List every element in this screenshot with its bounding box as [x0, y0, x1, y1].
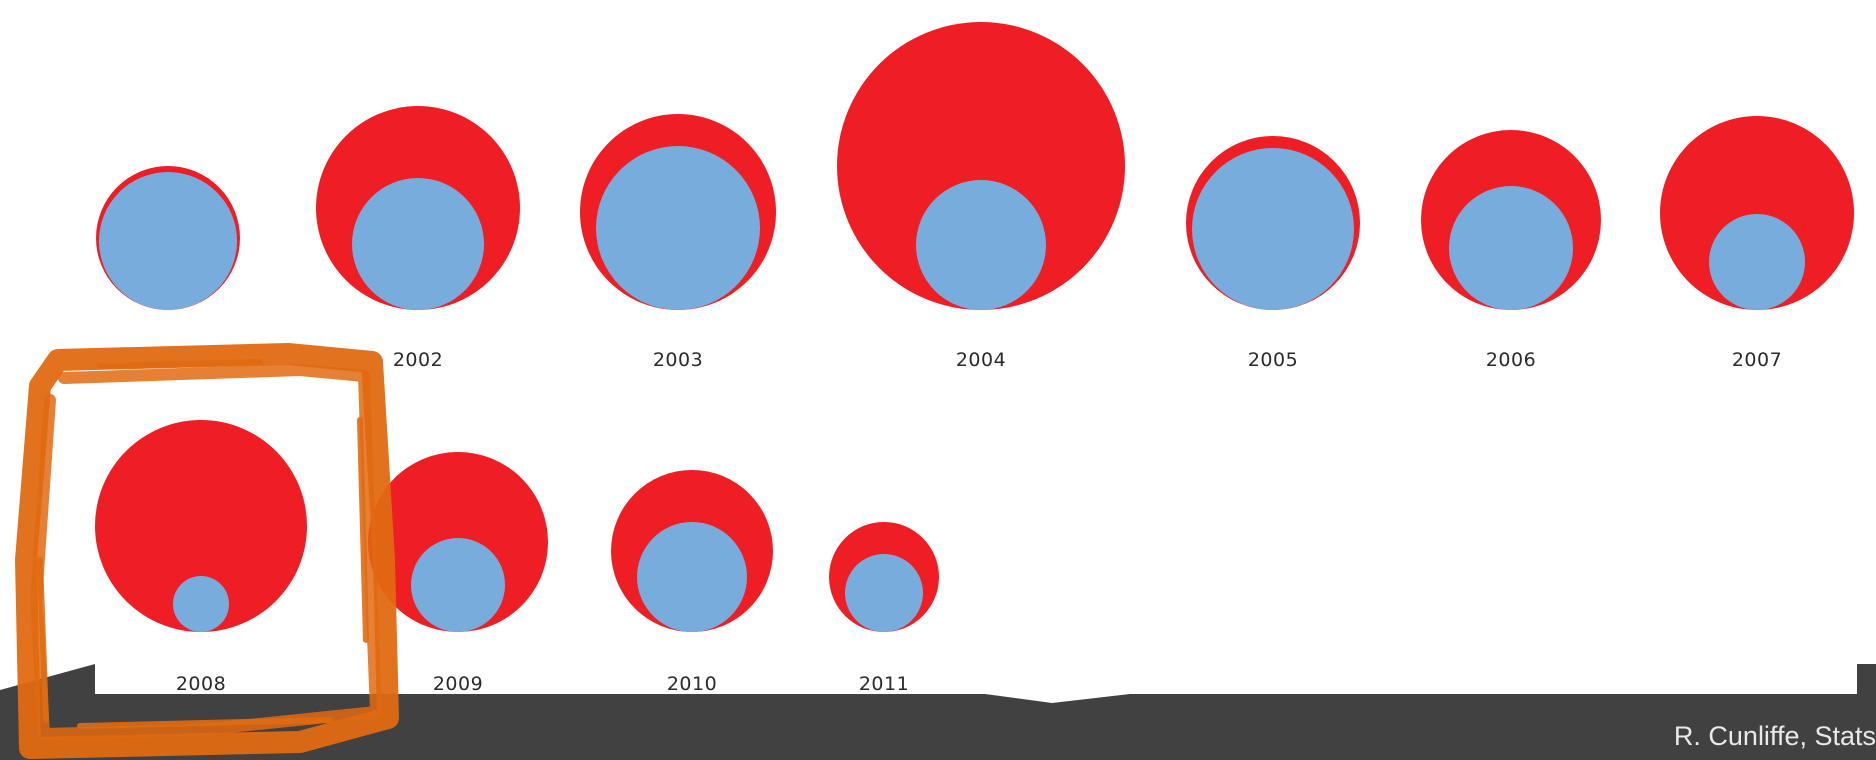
year-label-2007: 2007 [1732, 349, 1782, 371]
outer-circle-2004 [837, 22, 1125, 310]
footer-band [0, 664, 1876, 760]
year-label-2010: 2010 [667, 673, 717, 695]
highlight-box-2008 [15, 343, 399, 759]
year-label-2003: 2003 [653, 349, 703, 371]
circles-layer [95, 22, 1854, 632]
year-label-2009: 2009 [433, 673, 483, 695]
inner-circle-2008 [173, 576, 229, 632]
outer-circle-2008 [95, 420, 307, 632]
inner-circle-2005 [1192, 148, 1354, 310]
inner-circle-2007 [1709, 214, 1805, 310]
year-label-2004: 2004 [956, 349, 1006, 371]
credit-text: R. Cunliffe, Stats [1673, 721, 1876, 751]
inner-circle-2009 [411, 538, 505, 632]
footer-right-post [1857, 664, 1876, 696]
year-label-2011: 2011 [859, 673, 909, 695]
year-label-2005: 2005 [1248, 349, 1298, 371]
inner-circle-2006 [1449, 186, 1573, 310]
highlight-box-stroke-inner [30, 364, 382, 740]
year-label-2002: 2002 [393, 349, 443, 371]
highlight-box-scratch [37, 359, 369, 729]
highlight-box-stroke-outer [15, 343, 399, 759]
inner-circle-2002 [352, 178, 484, 310]
year-label-2008: 2008 [176, 673, 226, 695]
outer-circle-2007 [1660, 116, 1854, 310]
inner-circle-2011 [845, 554, 923, 632]
inner-circle-2001 [99, 172, 237, 310]
year-labels-layer: 2002 2003 2004 2005 2006 2007 2008 2009 2010 2011 [176, 349, 1782, 695]
inner-circle-2004 [916, 180, 1046, 310]
inner-circle-2003 [596, 146, 760, 310]
year-label-2006: 2006 [1486, 349, 1536, 371]
inner-circle-2010 [637, 522, 747, 632]
